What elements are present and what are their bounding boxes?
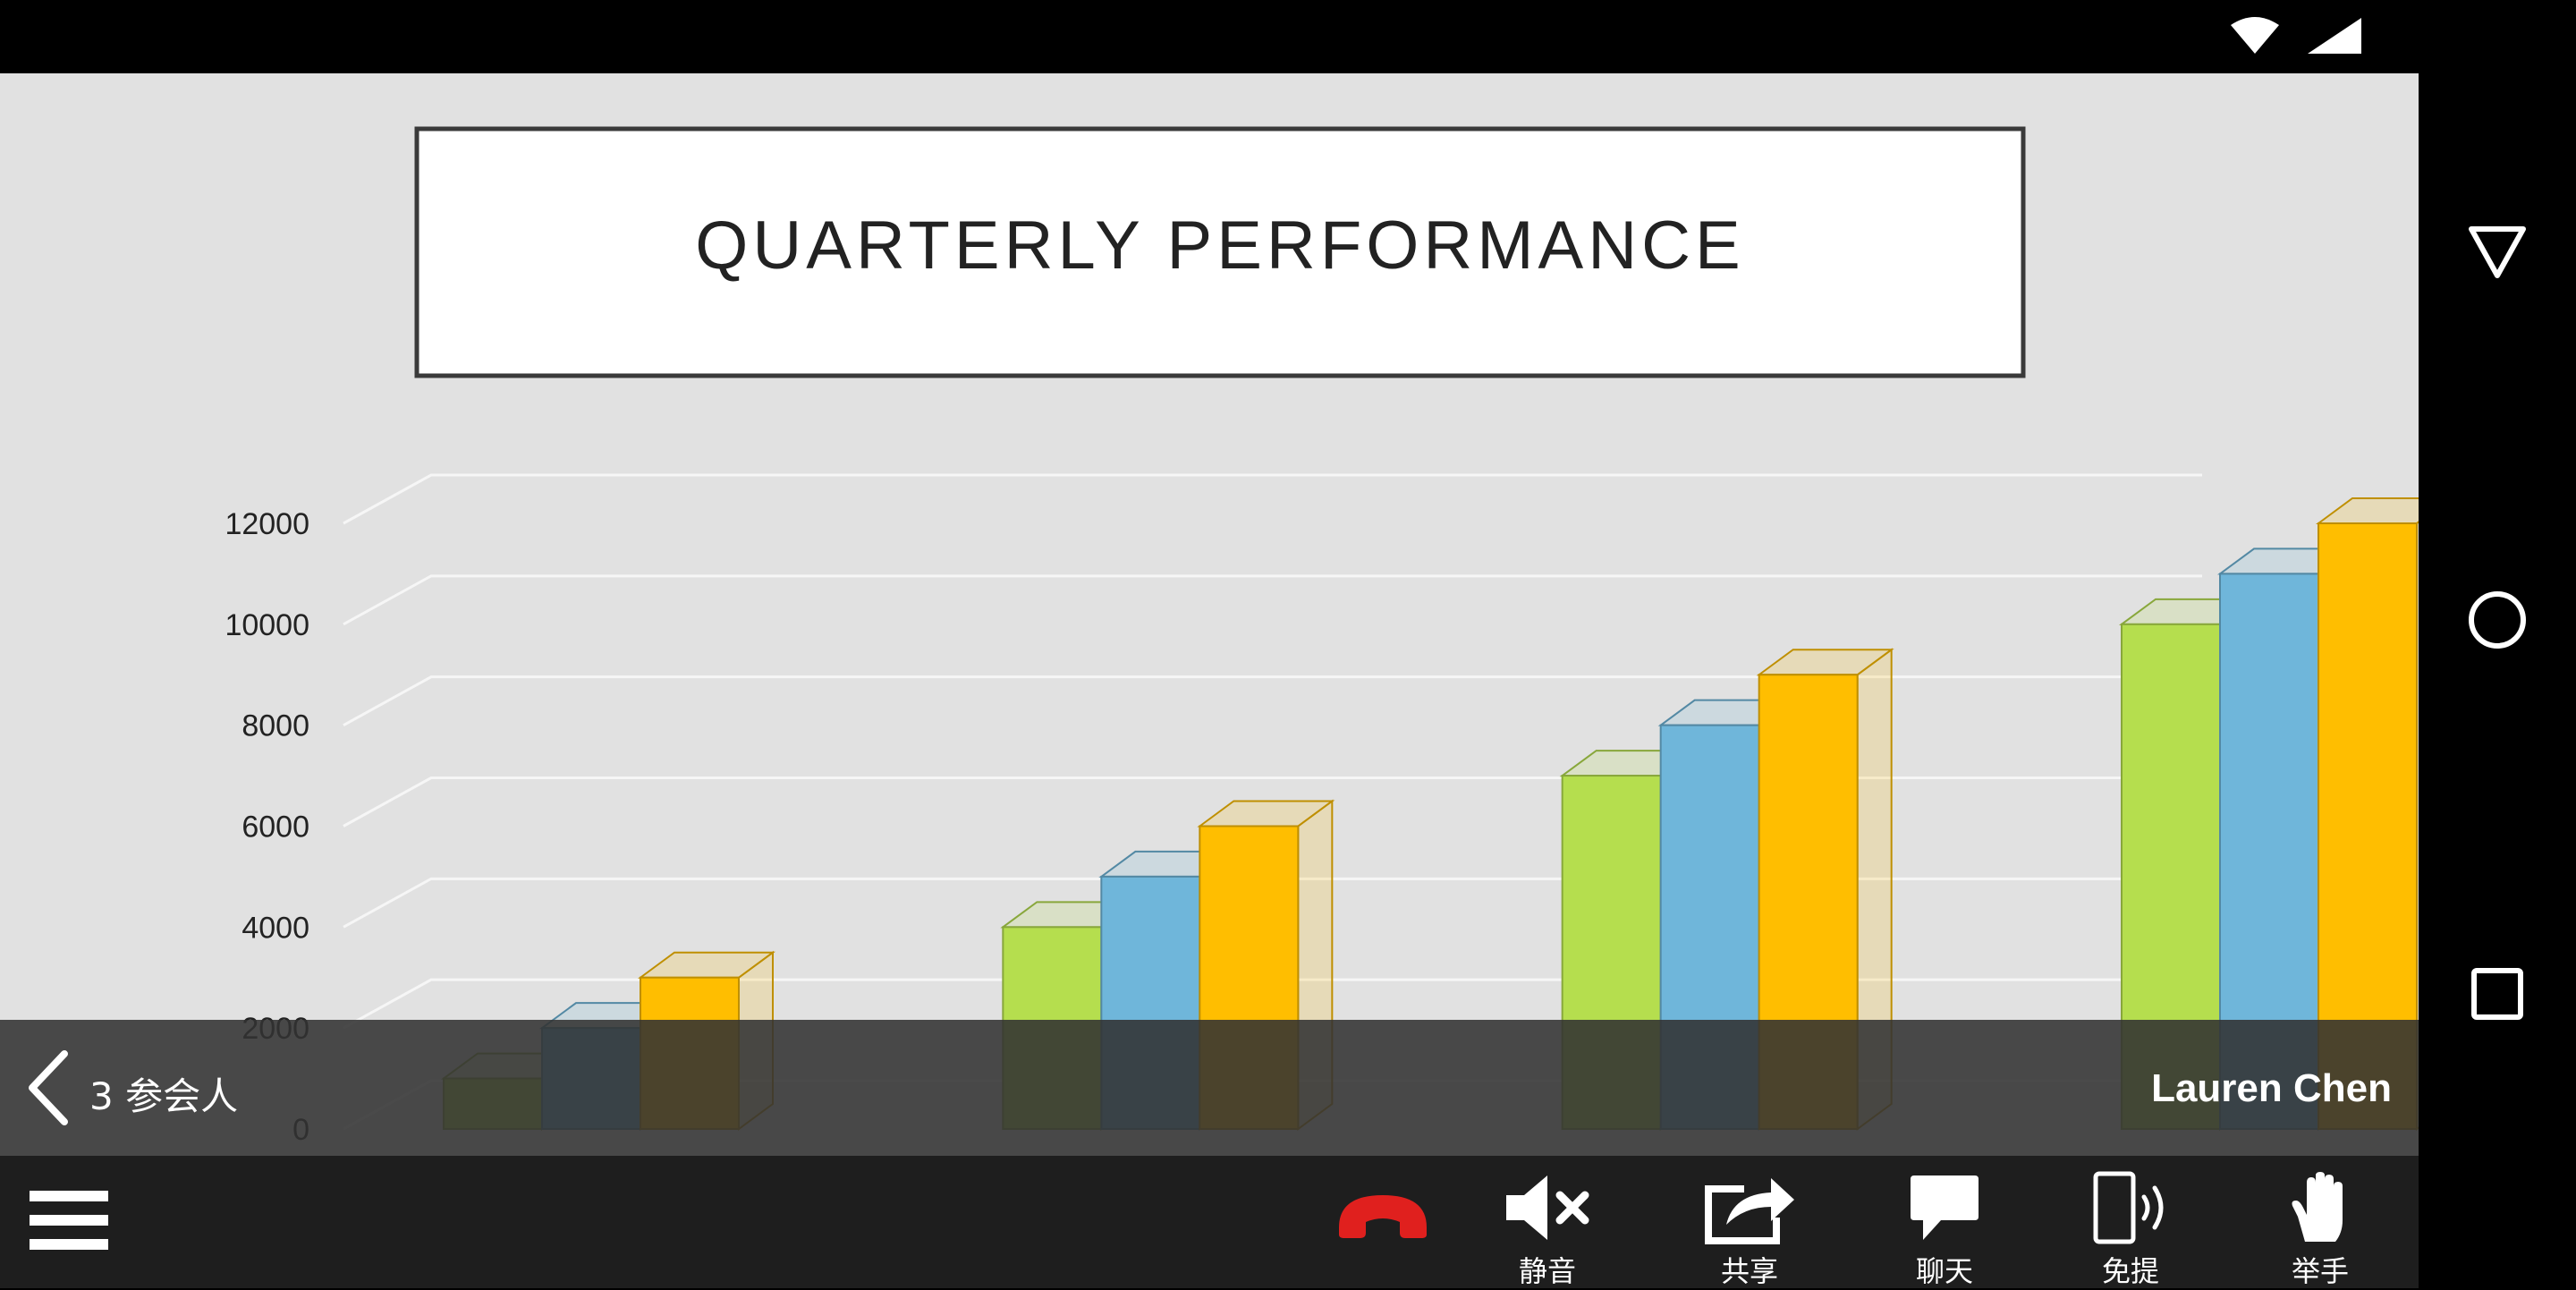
participants-button[interactable]: 3 参会人 <box>21 1047 281 1129</box>
slide-title: QUARTERLY PERFORMANCE <box>695 208 1744 284</box>
participants-bar: 3 参会人 Lauren Chen <box>0 1020 2419 1156</box>
menu-button[interactable] <box>0 1156 138 1288</box>
hang-up-phone-icon <box>1339 1195 1427 1238</box>
raise-hand-label: 举手 <box>2291 1254 2349 1288</box>
recents-square-icon[interactable] <box>2470 966 2525 1022</box>
wifi-icon <box>2231 17 2279 54</box>
speaker-muted-icon <box>1506 1175 1589 1240</box>
chat-bubble-icon <box>1911 1175 1979 1240</box>
chevron-left-icon <box>29 1050 68 1125</box>
back-triangle-icon[interactable] <box>2466 224 2529 281</box>
raise-hand-button[interactable]: 举手 <box>2249 1156 2392 1288</box>
chat-label: 聊天 <box>1915 1254 1973 1288</box>
share-button[interactable]: 共享 <box>1678 1156 1821 1288</box>
status-bar <box>0 0 2576 73</box>
gridline <box>343 675 2202 726</box>
speakerphone-button[interactable]: 免提 <box>2059 1156 2202 1288</box>
y-tick-label: 12000 <box>225 507 309 541</box>
mute-button[interactable]: 静音 <box>1476 1156 1619 1288</box>
share-icon <box>1705 1178 1794 1244</box>
mute-label: 静音 <box>1518 1254 1576 1288</box>
home-circle-icon[interactable] <box>2466 589 2529 651</box>
meeting-toolbar: 静音 共享 聊天 免提 <box>0 1156 2419 1288</box>
speakerphone-label: 免提 <box>2101 1254 2159 1288</box>
raise-hand-icon <box>2292 1172 2343 1242</box>
hamburger-menu-icon <box>30 1191 108 1250</box>
cellular-signal-icon <box>2308 18 2361 54</box>
y-tick-label: 8000 <box>242 709 309 743</box>
participants-count-label: 3 参会人 <box>89 1074 239 1118</box>
gridline <box>343 574 2202 626</box>
title-box <box>414 126 2026 378</box>
bar-top <box>2315 497 2419 524</box>
y-tick-label: 4000 <box>242 911 309 945</box>
active-speaker-name: Lauren Chen <box>2151 1066 2392 1110</box>
speakerphone-icon <box>2093 1171 2164 1244</box>
y-tick-label: 6000 <box>242 810 309 844</box>
chat-button[interactable]: 聊天 <box>1873 1156 2016 1288</box>
navigation-bar <box>2419 73 2576 1288</box>
y-tick-label: 10000 <box>225 608 309 642</box>
share-label: 共享 <box>1720 1254 1778 1288</box>
end-call-button[interactable] <box>1311 1156 1454 1288</box>
gridline <box>343 473 2202 525</box>
